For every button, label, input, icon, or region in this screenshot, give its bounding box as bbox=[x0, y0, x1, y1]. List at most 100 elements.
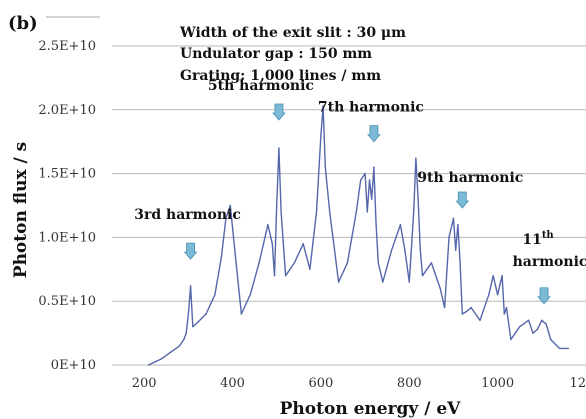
data-point bbox=[391, 249, 392, 250]
data-point bbox=[488, 294, 489, 295]
data-point bbox=[230, 205, 231, 206]
data-point bbox=[272, 243, 273, 244]
data-point bbox=[190, 285, 191, 286]
data-line-layer bbox=[148, 105, 569, 365]
data-point bbox=[459, 262, 460, 263]
data-point bbox=[404, 249, 405, 250]
data-point bbox=[444, 307, 445, 308]
data-point bbox=[550, 339, 551, 340]
y-tick-label: 1.0E+10 bbox=[38, 230, 96, 245]
data-point bbox=[528, 320, 529, 321]
annotation-label: 3rd harmonic bbox=[134, 207, 241, 223]
data-point bbox=[417, 198, 418, 199]
data-point bbox=[179, 345, 180, 346]
data-point bbox=[316, 211, 317, 212]
x-axis-label: Photon energy / eV bbox=[280, 399, 462, 419]
data-point bbox=[466, 311, 467, 312]
y-tick-label: 2.0E+10 bbox=[38, 103, 96, 118]
annotation-label: 9th harmonic bbox=[417, 170, 523, 186]
data-point bbox=[371, 198, 372, 199]
data-point bbox=[214, 294, 215, 295]
arrow-down-icon bbox=[456, 192, 468, 208]
x-tick-label: 400 bbox=[220, 376, 245, 391]
data-point bbox=[320, 135, 321, 136]
data-point bbox=[325, 167, 326, 168]
data-point bbox=[378, 262, 379, 263]
harmonic-annotation: 11th harmonic bbox=[513, 230, 586, 304]
harmonic-annotation: 7th harmonic bbox=[318, 100, 424, 142]
data-point bbox=[541, 320, 542, 321]
data-point bbox=[347, 262, 348, 263]
info-line-slit: Width of the exit slit : 30 μm bbox=[179, 25, 406, 41]
data-point bbox=[329, 211, 330, 212]
grid bbox=[112, 46, 586, 365]
data-point bbox=[506, 307, 507, 308]
y-tick-labels: 0E+10 0.5E+10 1.0E+10 1.5E+10 2.0E+10 2.5E+10 bbox=[38, 39, 96, 373]
data-point bbox=[501, 275, 502, 276]
data-point bbox=[373, 167, 374, 168]
y-tick-label: 1.5E+10 bbox=[38, 167, 96, 182]
data-point bbox=[285, 275, 286, 276]
info-box: Width of the exit slit : 30 μm Undulator… bbox=[179, 25, 406, 84]
data-point bbox=[453, 218, 454, 219]
arrow-down-icon bbox=[368, 126, 380, 142]
annotation-label: 11th bbox=[522, 230, 554, 248]
data-point bbox=[546, 323, 547, 324]
x-tick-label: 200 bbox=[132, 376, 157, 391]
data-point bbox=[276, 205, 277, 206]
data-point bbox=[280, 211, 281, 212]
data-point bbox=[457, 224, 458, 225]
data-point bbox=[422, 275, 423, 276]
y-tick-label: 0.5E+10 bbox=[38, 294, 96, 309]
data-point bbox=[170, 352, 171, 353]
data-point bbox=[161, 358, 162, 359]
data-point bbox=[303, 243, 304, 244]
data-point bbox=[205, 313, 206, 314]
data-point bbox=[221, 256, 222, 257]
y-tick-label: 0E+10 bbox=[51, 358, 96, 373]
data-point bbox=[532, 332, 533, 333]
data-point bbox=[382, 281, 383, 282]
x-tick-label: 1000 bbox=[481, 376, 514, 391]
data-point bbox=[510, 339, 511, 340]
arrow-down-icon bbox=[273, 104, 285, 120]
info-line-undulator: Undulator gap : 150 mm bbox=[180, 46, 372, 62]
data-point bbox=[274, 275, 275, 276]
series-line bbox=[149, 106, 569, 365]
data-point bbox=[493, 275, 494, 276]
y-tick-label: 2.5E+10 bbox=[38, 39, 96, 54]
data-point bbox=[413, 211, 414, 212]
annotation-label: 7th harmonic bbox=[318, 100, 424, 116]
data-point bbox=[504, 313, 505, 314]
data-point bbox=[568, 348, 569, 349]
data-point bbox=[188, 313, 189, 314]
data-point bbox=[431, 262, 432, 263]
data-point bbox=[258, 262, 259, 263]
data-point bbox=[497, 294, 498, 295]
data-point bbox=[440, 288, 441, 289]
data-point bbox=[356, 211, 357, 212]
data-point bbox=[559, 348, 560, 349]
data-point bbox=[375, 224, 376, 225]
x-tick-label: 1200 bbox=[569, 376, 586, 391]
data-point bbox=[519, 326, 520, 327]
data-point bbox=[369, 179, 370, 180]
data-point bbox=[455, 249, 456, 250]
data-point bbox=[309, 269, 310, 270]
info-line-grating: Grating: 1,000 lines / mm bbox=[180, 68, 381, 84]
data-point bbox=[360, 179, 361, 180]
harmonic-annotation: 5th harmonic bbox=[208, 78, 314, 120]
data-point bbox=[462, 313, 463, 314]
data-point bbox=[420, 249, 421, 250]
data-point bbox=[367, 211, 368, 212]
data-point bbox=[338, 281, 339, 282]
data-point bbox=[197, 322, 198, 323]
data-point bbox=[415, 158, 416, 159]
data-point bbox=[192, 326, 193, 327]
data-point bbox=[400, 224, 401, 225]
x-tick-label: 600 bbox=[308, 376, 333, 391]
annotation-label-line2: harmonic bbox=[513, 254, 586, 270]
data-point bbox=[183, 339, 184, 340]
